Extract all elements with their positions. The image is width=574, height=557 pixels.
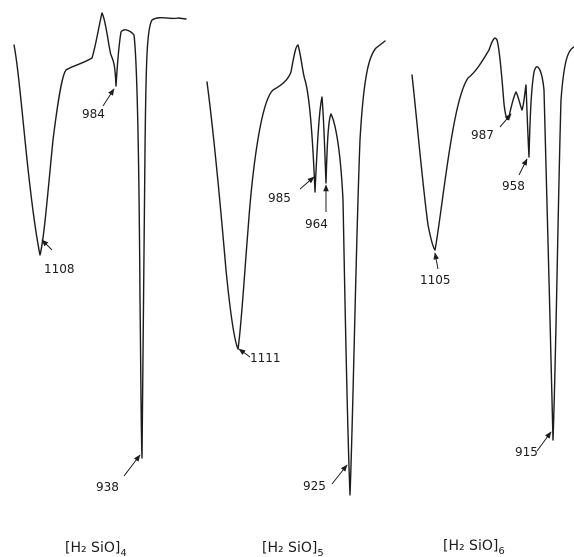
svg-text:958: 958 [502,179,525,193]
svg-text:984: 984 [82,107,105,121]
trace-h2sio-4 [13,12,187,459]
peak-label-984: 984 [82,88,115,121]
trace-h2sio-5 [206,40,386,496]
compound-label-h2sio-5: [H₂ SiO]5 [262,540,324,557]
peak-label-1108: 1108 [41,239,75,276]
peak-label-1111: 1111 [238,348,281,365]
svg-text:1108: 1108 [44,262,75,276]
peak-label-987: 987 [471,113,512,142]
peak-label-1105: 1105 [420,252,451,287]
peak-label-938: 938 [96,454,141,494]
spectrum-h2sio-6: 987 958 1105 915 [411,37,574,459]
peak-label-964: 964 [305,184,329,231]
svg-text:925: 925 [303,479,326,493]
trace-h2sio-6 [411,37,574,441]
peak-label-958: 958 [502,158,528,193]
spectrum-h2sio-4: 984 1108 938 [13,12,187,494]
peak-label-925: 925 [303,464,348,493]
svg-text:1111: 1111 [250,351,281,365]
svg-text:915: 915 [515,445,538,459]
svg-text:1105: 1105 [420,273,451,287]
peak-label-985: 985 [268,176,315,205]
spectrum-h2sio-5: 985 964 1111 925 [206,40,386,496]
compound-label-h2sio-4: [H₂ SiO]4 [65,540,127,557]
svg-text:987: 987 [471,128,494,142]
compound-label-h2sio-6: [H₂ SiO]6 [443,538,505,557]
peak-label-915: 915 [515,431,552,459]
svg-text:938: 938 [96,480,119,494]
svg-text:964: 964 [305,217,328,231]
svg-text:985: 985 [268,191,291,205]
